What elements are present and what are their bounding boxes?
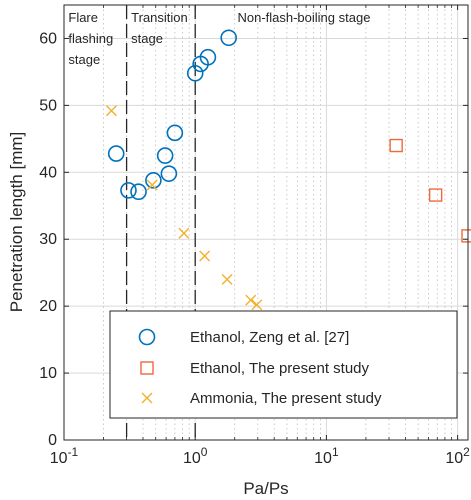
circle-point <box>120 182 137 199</box>
x-tick-label: 102 <box>445 445 470 467</box>
legend: Ethanol, Zeng et al. [27] Ethanol, The p… <box>109 310 458 419</box>
circle-point <box>107 145 125 162</box>
y-tick-label: 40 <box>39 164 57 181</box>
legend-entry-ethanol-zeng: Ethanol, Zeng et al. [27] <box>190 329 349 346</box>
legend-entry-ethanol-present: Ethanol, The present study <box>190 360 370 377</box>
x-tick-label: 101 <box>314 445 339 467</box>
circle-point <box>199 48 217 66</box>
data-marks <box>105 29 471 311</box>
x-point <box>105 105 117 117</box>
legend-entry-ammonia-present: Ammonia, The present study <box>190 390 382 407</box>
legend-box <box>109 310 458 419</box>
x-tick-label: 10-1 <box>50 445 79 467</box>
circle-point <box>130 183 147 201</box>
legend-square-marker <box>140 361 154 375</box>
stage-labels: Flare flashing stage Transition stage Non-fla… <box>68 10 370 67</box>
y-tick-labels: 0 10 20 30 40 50 60 <box>39 30 57 449</box>
plot-frame <box>63 4 469 441</box>
axis-ticks <box>63 5 468 441</box>
legend-x-marker <box>141 392 153 404</box>
circle-point <box>156 147 174 164</box>
legend-markers <box>138 328 156 404</box>
square-point <box>428 188 443 202</box>
x-tick-labels: 10-1 100 101 102 <box>50 445 470 467</box>
circle-point <box>145 172 162 189</box>
stage-label-line: flashing <box>68 31 113 46</box>
legend-circle-marker <box>138 328 156 346</box>
square-point <box>389 138 403 153</box>
x-point <box>245 294 257 306</box>
x-point <box>146 179 158 191</box>
circle-point <box>166 124 184 142</box>
x-axis-label: Pa/Ps <box>243 479 288 498</box>
y-tick-label: 30 <box>39 231 57 248</box>
x-point <box>178 227 190 239</box>
x-tick-label: 100 <box>183 445 208 467</box>
y-tick-label: 0 <box>48 432 57 449</box>
x-point <box>251 299 263 311</box>
circle-point <box>220 29 237 47</box>
stage-label-line: Non-flash-boiling stage <box>237 10 370 25</box>
y-tick-label: 10 <box>39 365 57 382</box>
stage-label-line: Transition <box>131 10 188 25</box>
y-axis-label: Penetration length [mm] <box>7 132 26 312</box>
y-tick-label: 20 <box>39 298 57 315</box>
x-point <box>221 273 233 285</box>
stage-label-line: Flare <box>68 10 98 25</box>
y-tick-label: 50 <box>39 97 57 114</box>
stage-label-line: stage <box>131 31 163 46</box>
x-point <box>199 250 211 262</box>
circle-point <box>186 64 204 82</box>
circle-point <box>160 165 178 182</box>
y-tick-label: 60 <box>39 30 57 47</box>
minor-grid <box>103 5 453 440</box>
stage-label-line: stage <box>68 52 100 67</box>
